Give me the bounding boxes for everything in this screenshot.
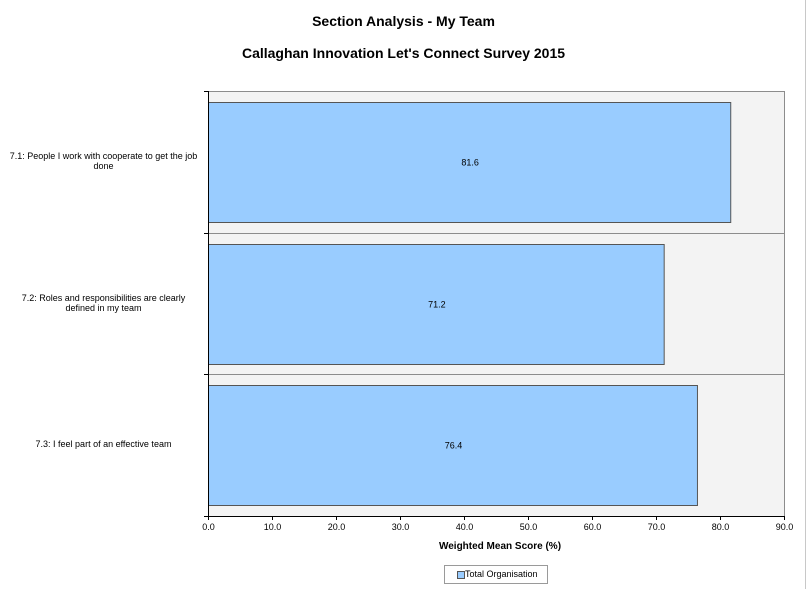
x-tick-label: 80.0 bbox=[712, 522, 730, 532]
legend-swatch bbox=[457, 571, 465, 579]
data-label-3: 76.4 bbox=[445, 441, 463, 451]
x-tick-label: 20.0 bbox=[328, 522, 346, 532]
bar-3 bbox=[208, 385, 698, 506]
x-tick-label: 60.0 bbox=[584, 522, 602, 532]
legend-label: Total Organisation bbox=[465, 569, 538, 579]
x-tick-label: 50.0 bbox=[520, 522, 538, 532]
data-label-2: 71.2 bbox=[428, 300, 446, 310]
x-tick-label: 10.0 bbox=[264, 522, 282, 532]
bar-1 bbox=[208, 102, 732, 223]
x-tick-label: 40.0 bbox=[456, 522, 474, 532]
x-tick-label: 70.0 bbox=[648, 522, 666, 532]
x-axis-label: Weighted Mean Score (%) bbox=[438, 541, 562, 552]
category-label-7-2: 7.2: Roles and responsibilities are clea… bbox=[21, 293, 186, 313]
chart-subtitle: Callaghan Innovation Let's Connect Surve… bbox=[241, 45, 566, 61]
bar-2 bbox=[208, 244, 665, 365]
x-tick-label: 30.0 bbox=[392, 522, 410, 532]
x-tick-label: 0.0 bbox=[202, 522, 215, 532]
legend: Total Organisation bbox=[444, 565, 548, 584]
frame-edge bbox=[805, 0, 806, 589]
data-label-1: 81.6 bbox=[461, 158, 479, 168]
category-label-7-1: 7.1: People I work with cooperate to get… bbox=[9, 151, 198, 171]
x-tick-label: 90.0 bbox=[776, 522, 794, 532]
chart-title: Section Analysis - My Team bbox=[312, 13, 495, 29]
category-label-7-3: 7.3: I feel part of an effective team bbox=[35, 439, 172, 449]
